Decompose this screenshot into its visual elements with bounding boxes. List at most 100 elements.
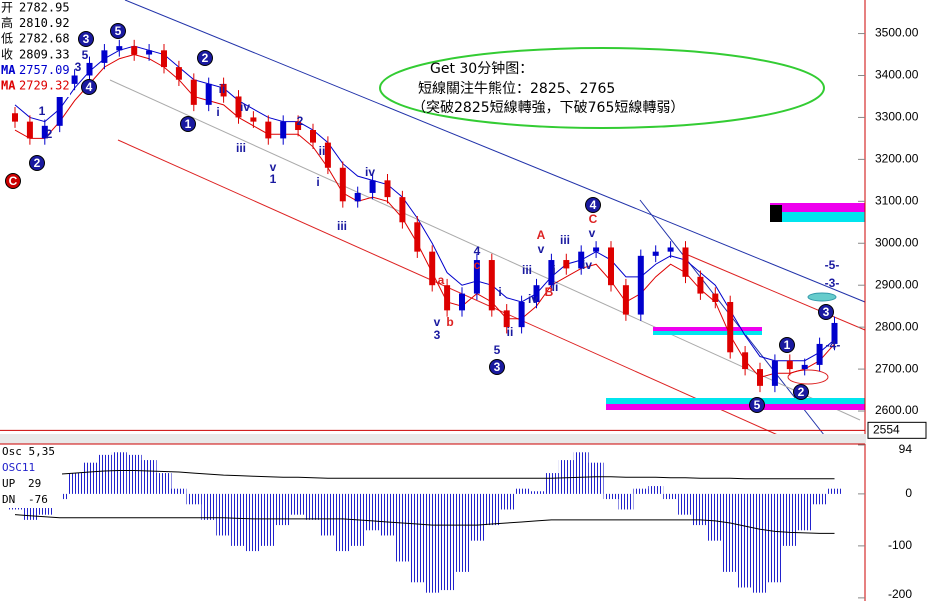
wave-label: 1 <box>270 172 277 186</box>
wave-circled-label: 4 <box>86 80 93 94</box>
candle-body <box>369 180 376 193</box>
osc-bar <box>633 488 649 494</box>
candle-body <box>384 180 391 198</box>
osc-bar <box>201 493 217 520</box>
wave-circle <box>29 155 45 171</box>
osc-bar <box>752 493 768 593</box>
wave-label: -4- <box>826 338 841 352</box>
zone <box>606 404 865 410</box>
candle-body <box>637 255 644 315</box>
candle-body <box>727 301 734 353</box>
y-tick-label: 2800.00 <box>875 319 919 333</box>
wave-label: i <box>498 285 501 299</box>
wave-label: c <box>474 258 481 272</box>
wave-label: 4 <box>474 244 481 258</box>
candle-body <box>757 369 763 386</box>
wave-label: iv <box>528 292 538 306</box>
wave-label: 3 <box>75 60 82 74</box>
candle-body <box>488 260 495 311</box>
y-tick-label: 3500.00 <box>875 26 919 40</box>
osc-bar <box>335 493 351 552</box>
wave-label: iv <box>365 165 375 179</box>
candle-body <box>682 247 689 277</box>
osc-bar <box>544 473 559 494</box>
osc-bar <box>156 473 172 494</box>
band-name: DN <box>2 493 15 506</box>
osc-bar <box>618 493 634 510</box>
candle-body <box>399 197 406 223</box>
wave-label: iv <box>240 100 250 114</box>
candle-body <box>175 67 182 80</box>
y-tick-label: 3100.00 <box>875 193 919 207</box>
osc-bar <box>454 493 470 572</box>
osc-tick-label: 0 <box>905 486 912 500</box>
osc-name: OSC11 <box>2 461 35 474</box>
info-value: 2757.09 <box>19 63 70 77</box>
wave-label: iv <box>582 258 592 272</box>
wave-label: ii <box>319 144 326 158</box>
wave-label: v <box>538 242 545 256</box>
osc-bar <box>67 473 83 494</box>
osc-bar <box>290 493 306 515</box>
wave-circled-label: 3 <box>494 360 501 374</box>
candle-body <box>131 46 138 55</box>
wave-label: A <box>537 228 546 242</box>
osc-bar <box>275 493 291 526</box>
candle-body <box>250 117 257 122</box>
wave-circled-label: 1 <box>784 338 791 352</box>
info-label: 高 <box>1 15 13 30</box>
osc-tick-label: -200 <box>888 587 912 601</box>
wave-label: 2 <box>46 127 53 141</box>
osc-bar <box>737 493 753 588</box>
candle-body <box>280 121 287 139</box>
osc-bar <box>231 493 246 546</box>
info-panel <box>0 0 70 97</box>
info-label: MA <box>1 79 16 93</box>
annotation-line: （突破2825短線轉強，下破765短線轉弱） <box>412 100 684 116</box>
zones <box>606 203 865 410</box>
info-value: 2782.68 <box>19 32 70 46</box>
wave-circle <box>818 304 834 320</box>
wave-label: a <box>438 273 445 287</box>
osc-bar <box>82 462 97 494</box>
info-value: 2782.95 <box>19 1 70 15</box>
wave-circle <box>779 337 795 353</box>
candle-body <box>429 251 436 286</box>
osc-bar <box>439 493 455 591</box>
wave-circle <box>78 31 94 47</box>
wave-circled-label: 3 <box>823 305 830 319</box>
osc-tick-label: -100 <box>888 538 912 552</box>
osc-bar <box>782 493 798 546</box>
info-value: 2810.92 <box>19 16 70 30</box>
candle-body <box>235 96 242 118</box>
wave-label: ii <box>552 280 559 294</box>
candle-body <box>444 285 451 311</box>
candle-body <box>12 113 18 122</box>
wave-label: C <box>589 212 598 226</box>
osc-bar <box>216 493 232 536</box>
candle-body <box>265 121 272 139</box>
zone <box>770 203 865 212</box>
candle-body <box>161 50 167 68</box>
wave-circled-label: 3 <box>83 32 90 46</box>
wave-label: 2 <box>297 114 304 128</box>
trend-line <box>687 254 866 331</box>
osc-tick-label: 94 <box>899 442 913 456</box>
band-value: -76 <box>28 493 48 506</box>
candle-body <box>414 222 421 252</box>
osc-info <box>0 446 62 508</box>
band-name: UP <box>2 477 16 490</box>
cursor-label: 2554 <box>873 422 900 436</box>
wave-circle <box>81 79 97 95</box>
y-tick-label: 2600.00 <box>875 403 919 417</box>
price-layer <box>12 39 838 393</box>
osc-bar <box>588 462 604 494</box>
wave-circled-label: 1 <box>185 117 192 131</box>
annotation-ellipse <box>379 47 825 129</box>
osc-band <box>14 514 835 534</box>
wave-circled-label: 5 <box>115 24 122 38</box>
candle-body <box>667 247 674 252</box>
osc-bar <box>305 493 321 520</box>
